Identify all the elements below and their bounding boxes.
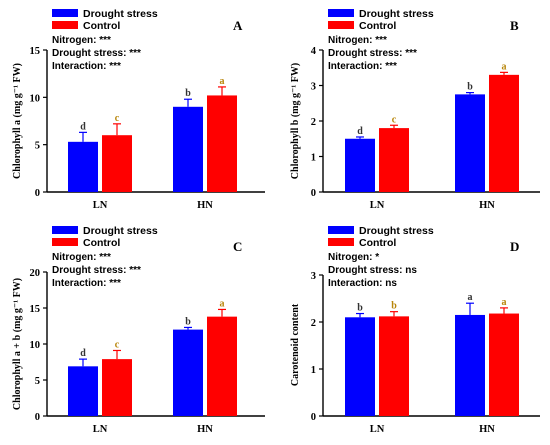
legend-swatch [52,226,78,234]
bar [345,317,375,416]
significance-label: b [467,82,473,93]
stat-line: Drought stress: ns [328,265,417,276]
y-tick-label: 3 [311,82,316,93]
significance-label: b [391,301,397,312]
stat-line: Nitrogen: *** [52,252,111,263]
y-tick-label: 0 [35,188,40,199]
panel-letter: D [510,239,519,254]
y-tick-label: 10 [30,93,41,104]
legend-entry: Control [359,237,396,249]
legend-swatch [328,238,354,246]
significance-label: a [220,76,225,87]
bar [379,316,409,416]
significance-label: b [185,316,191,327]
legend-entry: Drought stress [359,225,434,237]
significance-label: a [220,298,225,309]
x-tick-label: HN [479,200,495,211]
y-tick-label: 5 [35,141,40,152]
legend-entry: Control [359,20,396,32]
stat-line: Interaction: ns [328,278,397,289]
significance-label: c [115,339,120,350]
y-tick-label: 0 [311,412,316,423]
y-tick-label: 15 [30,46,41,57]
y-tick-label: 0 [311,188,316,199]
legend-entry: Drought stress [359,8,434,20]
legend-swatch [328,21,354,29]
y-tick-label: 4 [311,46,317,57]
stat-line: Interaction: *** [52,61,121,72]
stat-line: Drought stress: *** [328,48,417,59]
significance-label: b [185,88,191,99]
y-axis-label: Carotenoid content [290,303,301,386]
legend-entry: Control [83,20,120,32]
significance-label: c [392,114,397,125]
y-axis-label: Chlorophyll a (mg g⁻¹ FW) [12,63,23,179]
bar [68,141,98,192]
bar [173,329,203,416]
bar [455,314,485,416]
significance-label: b [357,303,363,314]
legend-swatch [52,21,78,29]
bar [207,95,237,192]
legend-swatch [52,9,78,17]
y-tick-label: 5 [35,376,40,387]
x-tick-label: LN [370,424,385,435]
panel-letter: C [233,239,242,254]
legend-entry: Control [83,237,120,249]
x-tick-label: LN [370,200,385,211]
stat-line: Nitrogen: *** [328,35,387,46]
legend-swatch [328,9,354,17]
y-tick-label: 2 [311,117,316,128]
y-axis-label: Chlorophyll b (mg g⁻¹ FW) [290,63,301,179]
bar [489,313,519,416]
y-tick-label: 1 [311,365,316,376]
legend-entry: Drought stress [83,225,158,237]
significance-label: d [357,126,363,137]
y-tick-label: 15 [30,304,41,315]
x-tick-label: LN [93,424,108,435]
stat-line: Nitrogen: *** [52,35,111,46]
bar [173,106,203,192]
bar [345,138,375,192]
bar [379,128,409,192]
bar [102,135,132,192]
y-tick-label: 10 [30,340,41,351]
stat-line: Interaction: *** [328,61,397,72]
x-tick-label: HN [197,200,213,211]
significance-label: d [80,121,86,132]
y-tick-label: 3 [311,271,316,282]
y-axis-label: Chlorophyll a + b (mg g⁻¹ FW) [12,278,23,410]
significance-label: a [502,61,507,72]
bar [489,74,519,192]
bar [207,316,237,416]
y-tick-label: 2 [311,318,316,329]
significance-label: d [80,348,86,359]
y-tick-label: 1 [311,153,316,164]
significance-label: a [468,292,473,303]
x-tick-label: HN [479,424,495,435]
y-tick-label: 0 [35,412,40,423]
x-tick-label: HN [197,424,213,435]
stat-line: Drought stress: *** [52,48,141,59]
legend-entry: Drought stress [83,8,158,20]
stat-line: Drought stress: *** [52,265,141,276]
bar [102,359,132,416]
legend-swatch [328,226,354,234]
bar [68,366,98,416]
x-tick-label: LN [93,200,108,211]
y-tick-label: 20 [30,268,41,279]
significance-label: c [115,113,120,124]
stat-line: Interaction: *** [52,278,121,289]
panel-letter: A [233,18,243,33]
panel-letter: B [510,18,519,33]
bar [455,94,485,192]
stat-line: Nitrogen: * [328,252,379,263]
legend-swatch [52,238,78,246]
significance-label: a [502,297,507,308]
